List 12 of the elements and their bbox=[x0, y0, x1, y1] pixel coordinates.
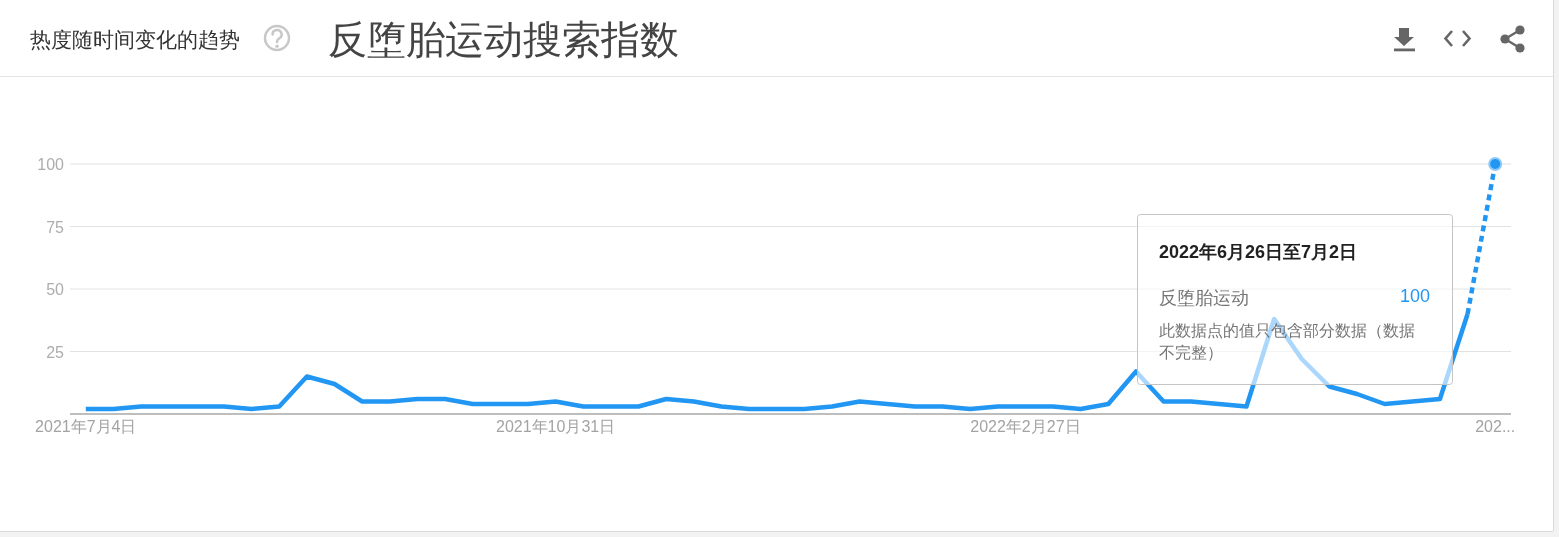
y-tick-label: 100 bbox=[37, 156, 64, 173]
annotation: 100 bbox=[1399, 286, 1430, 306]
x-tick-label: 2021年10月31日 bbox=[496, 418, 616, 435]
x-tick-label: 202... bbox=[1475, 418, 1516, 435]
subtitle: 热度随时间变化的趋势 bbox=[30, 28, 240, 51]
title: 反堕胎运动搜索指数 bbox=[328, 18, 679, 61]
y-tick-label: 25 bbox=[46, 343, 64, 361]
x-tick-label: 2022年2月27日 bbox=[970, 418, 1081, 435]
x-tick-label: 2021年7月4日 bbox=[35, 418, 137, 435]
y-tick-label: 50 bbox=[46, 281, 64, 298]
y-tick-label: 75 bbox=[46, 218, 64, 236]
annotation: 2022年6月26日至7月2日 bbox=[1159, 242, 1358, 262]
